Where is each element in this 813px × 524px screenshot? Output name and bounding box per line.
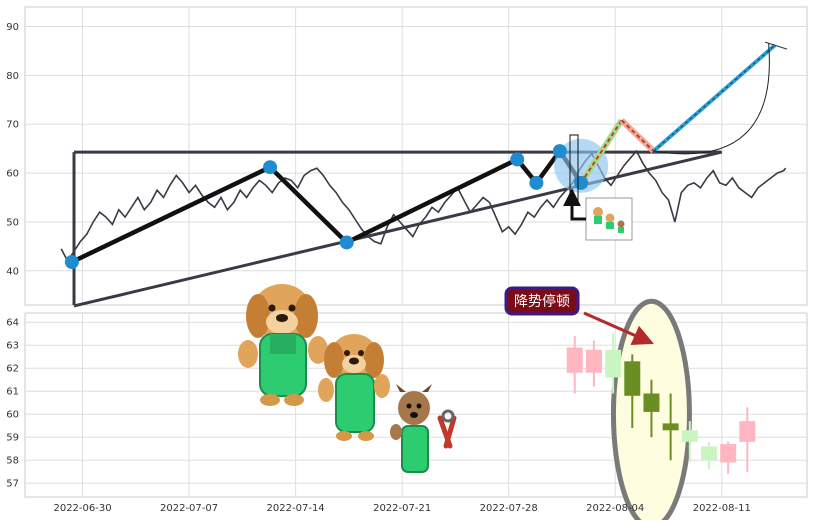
lower-series-layer xyxy=(566,298,756,524)
candle-body xyxy=(585,349,602,373)
lower-y-tick-label: 59 xyxy=(6,433,19,444)
zigzag-point xyxy=(64,255,79,270)
dog-with-pliers-icon xyxy=(390,384,457,473)
zigzag-point xyxy=(263,160,278,175)
lower-y-tick-label: 63 xyxy=(6,341,19,352)
dog-in-green-overalls-medium-icon xyxy=(318,334,390,441)
upper-panel: 40 50 60 70 80 90 xyxy=(6,6,808,308)
x-tick-label: 2022-08-11 xyxy=(693,503,751,514)
lower-y-tick-label: 60 xyxy=(6,410,19,421)
lower-y-tick-label: 62 xyxy=(6,364,19,375)
upper-y-axis: 40 50 60 70 80 90 xyxy=(6,22,19,277)
candle-body xyxy=(643,393,660,412)
upper-y-tick-label: 90 xyxy=(6,22,19,33)
projection-down-dashed xyxy=(620,119,655,152)
x-tick-label: 2022-07-28 xyxy=(480,503,538,514)
dog-in-green-overalls-large-icon xyxy=(238,284,328,406)
x-tick-label: 2022-07-14 xyxy=(267,503,325,514)
candle-body xyxy=(681,430,698,442)
x-tick-label: 2022-06-30 xyxy=(53,503,111,514)
x-tick-label: 2022-07-21 xyxy=(373,503,431,514)
candle-body xyxy=(700,446,717,461)
candle-body xyxy=(662,423,679,431)
fit-curve xyxy=(653,43,770,155)
upper-series-layer xyxy=(60,41,788,308)
dogs-thumbnail-icon xyxy=(585,197,633,241)
annotation-text: 降势停顿 xyxy=(514,293,570,310)
candle-body xyxy=(566,347,583,373)
upper-grid xyxy=(25,7,807,305)
zigzag-point xyxy=(552,144,567,159)
candle-body xyxy=(739,421,756,442)
lower-y-axis: 57 58 59 60 61 62 63 64 xyxy=(6,318,19,490)
projection-final-dashed xyxy=(653,44,776,152)
zigzag-point xyxy=(510,152,525,167)
thumbnail-connector xyxy=(563,134,586,221)
zigzag-point xyxy=(574,175,589,190)
lower-y-tick-label: 61 xyxy=(6,387,19,398)
projection-up-dashed xyxy=(580,119,623,184)
lower-y-tick-label: 64 xyxy=(6,318,19,329)
annotation-callout: 降势停顿 xyxy=(504,286,654,345)
upper-y-tick-label: 70 xyxy=(6,120,19,131)
highlight-circle xyxy=(554,138,609,193)
channel-bottom-line xyxy=(73,150,723,308)
x-tick-label: 2022-08-04 xyxy=(586,503,644,514)
candle-body xyxy=(605,349,622,378)
upper-panel-frame xyxy=(24,6,808,306)
x-axis: 2022-06-30 2022-07-07 2022-07-14 2022-07-21… xyxy=(53,503,750,514)
upper-y-tick-label: 50 xyxy=(6,217,19,228)
lower-y-tick-label: 58 xyxy=(6,456,19,467)
upper-y-tick-label: 40 xyxy=(6,266,19,277)
upper-y-tick-label: 60 xyxy=(6,169,19,180)
projection-end-tick xyxy=(764,41,788,50)
x-tick-label: 2022-07-07 xyxy=(160,503,218,514)
annotation-box xyxy=(504,286,580,316)
annotation-arrow xyxy=(583,311,654,345)
zigzag-point xyxy=(529,175,544,190)
candle-body xyxy=(624,361,641,396)
price-line xyxy=(60,149,787,263)
lower-y-tick-label: 57 xyxy=(6,479,19,490)
upper-y-tick-label: 80 xyxy=(6,71,19,82)
candle-body xyxy=(720,444,737,463)
zigzag-point xyxy=(339,235,354,250)
